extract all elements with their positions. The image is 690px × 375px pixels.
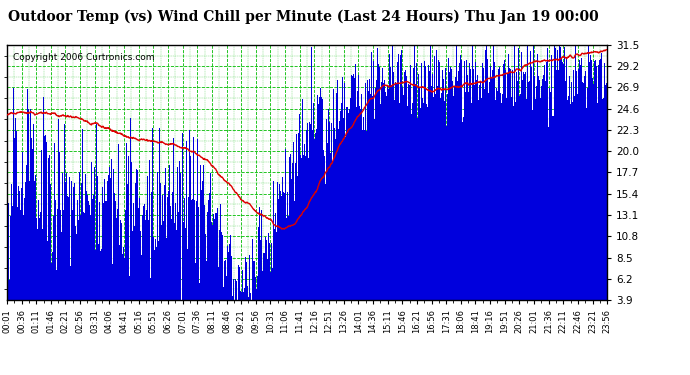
Text: Copyright 2006 Curtronics.com: Copyright 2006 Curtronics.com [13, 53, 155, 62]
Text: Outdoor Temp (vs) Wind Chill per Minute (Last 24 Hours) Thu Jan 19 00:00: Outdoor Temp (vs) Wind Chill per Minute … [8, 9, 599, 24]
